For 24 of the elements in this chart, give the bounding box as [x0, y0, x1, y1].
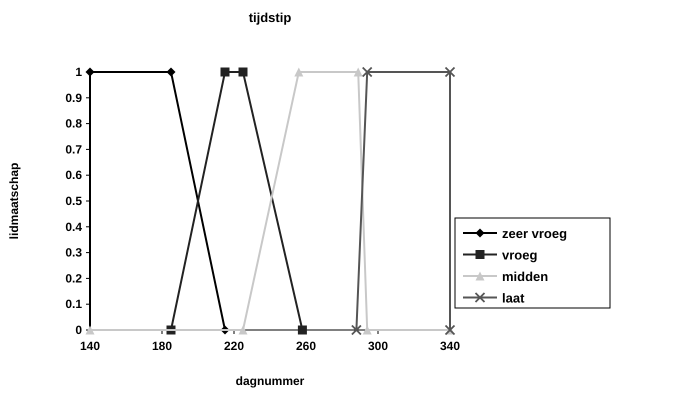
y-tick-label: 0.1: [65, 297, 82, 312]
y-tick-label: 0.2: [65, 271, 82, 286]
y-tick-label: 0.7: [65, 142, 82, 156]
y-tick-label: 0.4: [65, 220, 82, 234]
legend-label: midden: [502, 269, 548, 284]
legend-label: vroeg: [502, 248, 538, 262]
y-tick-label: 0.5: [65, 194, 82, 208]
y-tick-label: 0.6: [65, 168, 82, 182]
legend-label: laat: [502, 290, 526, 306]
x-tick-label: 180: [152, 339, 172, 353]
chart-title: tijdstip: [248, 10, 292, 25]
y-tick-label: 1: [75, 65, 82, 79]
x-axis-title: dagnummer: [236, 374, 305, 388]
y-tick-label: 0.3: [65, 246, 82, 260]
y-tick-label: 0: [75, 323, 82, 337]
x-tick-label: 140: [80, 339, 100, 353]
x-tick-label: 340: [440, 339, 460, 353]
x-tick-label: 300: [368, 339, 388, 353]
x-tick-label: 220: [224, 339, 244, 353]
y-axis-title: lidmaatschap: [7, 162, 21, 240]
y-tick-label: 0.9: [65, 90, 82, 105]
x-tick-label: 260: [296, 339, 316, 353]
legend-label: zeer vroeg: [502, 226, 568, 241]
y-tick-label: 0.8: [65, 116, 82, 131]
